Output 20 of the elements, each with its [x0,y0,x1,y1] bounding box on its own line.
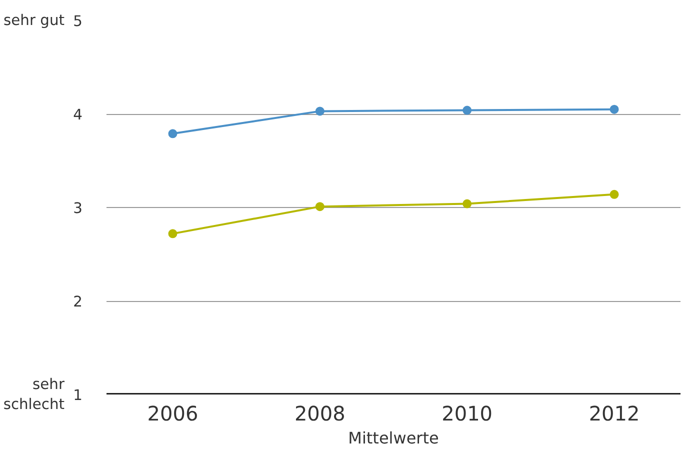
point [462,199,472,208]
y-tick-label: 2 [73,294,83,310]
x-tick-label: 2006 [147,402,198,426]
y-tick-label: 1 [73,387,83,404]
point [610,104,619,114]
x-tick-label: 2012 [588,402,640,426]
y-tick-label: 5 [73,13,83,30]
x-tick-label: 2010 [442,402,493,426]
y-tick-label: 3 [73,200,83,217]
x-axis-title: Mittelwerte [348,428,439,448]
point [610,190,619,199]
point [315,106,324,116]
point [315,202,324,212]
point [168,129,178,138]
x-tick-label: 2008 [294,402,346,426]
y-tick-label: 4 [73,106,83,124]
point [168,229,178,238]
text: sehr gut [4,12,65,29]
point [462,106,472,115]
text: sehr schlecht [3,376,66,414]
